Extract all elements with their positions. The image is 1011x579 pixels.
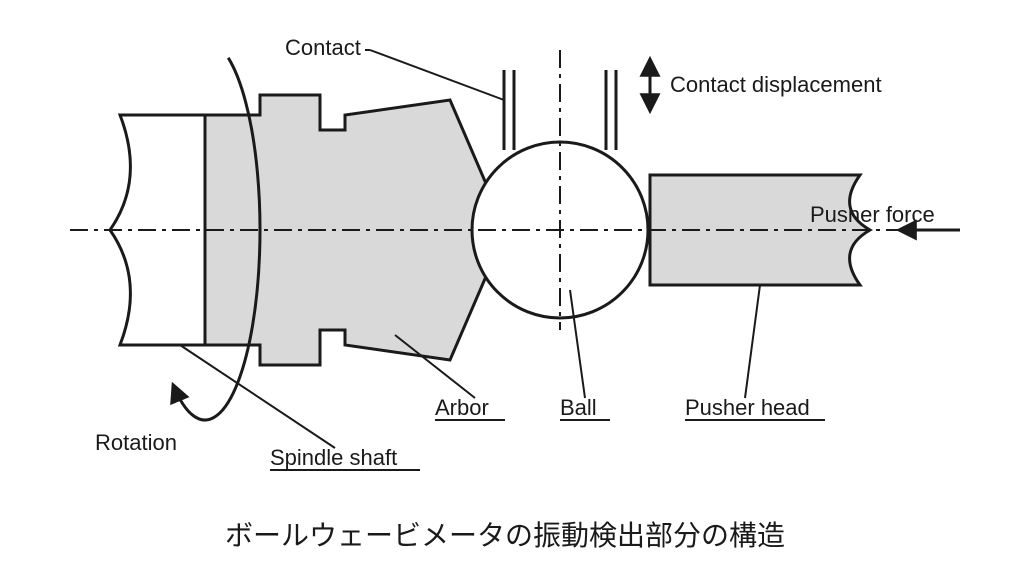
label-contact: Contact xyxy=(285,35,361,60)
label-rotation: Rotation xyxy=(95,430,177,455)
caption: ボールウェービメータの振動検出部分の構造 xyxy=(225,520,785,551)
label-pusher-head: Pusher head xyxy=(685,395,810,420)
diagram-canvas: Contact Contact displacement Pusher forc… xyxy=(0,0,1011,579)
label-pusher-force: Pusher force xyxy=(810,202,935,227)
label-ball: Ball xyxy=(560,395,597,420)
label-arbor: Arbor xyxy=(435,395,489,420)
label-spindle-shaft: Spindle shaft xyxy=(270,445,397,470)
label-contact-displacement: Contact displacement xyxy=(670,72,882,97)
